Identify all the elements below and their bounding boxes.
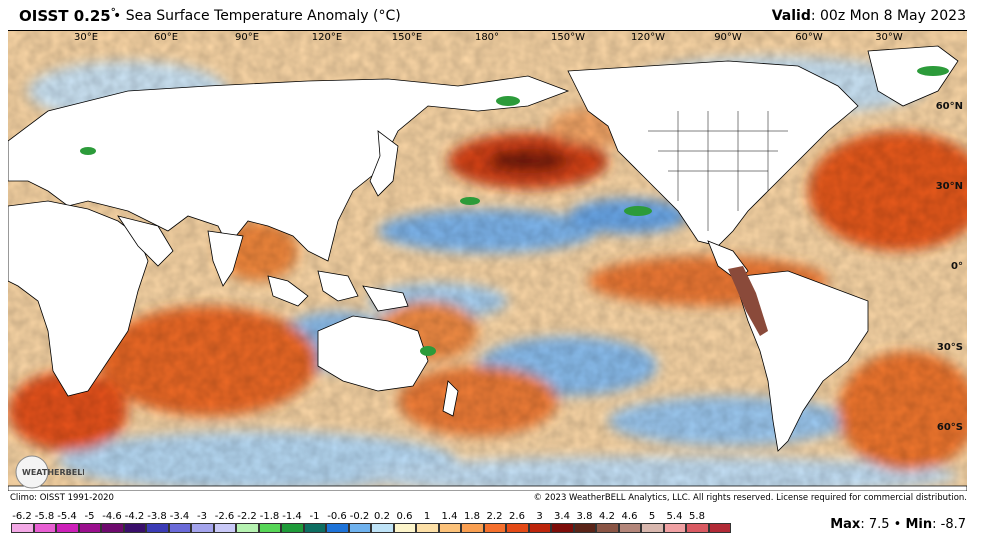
colorbar-swatch (416, 523, 439, 533)
sst-anomaly-map: 30°E 60°E 90°E 120°E 150°E 180° 150°W 12… (8, 30, 967, 491)
colorbar-tick-label: 3.8 (576, 511, 593, 522)
colorbar-swatch (168, 523, 191, 533)
state-borders (648, 111, 788, 231)
svg-text:WEATHERBELL: WEATHERBELL (22, 468, 84, 477)
landmasses (8, 45, 967, 491)
colorbar-swatch (371, 523, 394, 533)
colorbar-tick-label: 1.8 (464, 511, 480, 522)
colorbar-swatch (258, 523, 281, 533)
colorbar-swatch (281, 523, 304, 533)
colorbar-tick-label: 1 (423, 511, 431, 522)
lon-label: 120°E (311, 32, 343, 43)
colorbar-swatch (348, 523, 371, 533)
colorbar-swatch (506, 523, 529, 533)
colorbar-swatch (191, 523, 214, 533)
colorbar-swatch (11, 523, 34, 533)
colorbar-swatch (461, 523, 484, 533)
lon-label: 180° (474, 32, 500, 43)
colorbar-swatch (528, 523, 551, 533)
lon-label: 120°W (631, 32, 665, 43)
colorbar-tick-label: -2.2 (237, 511, 257, 522)
colorbar-swatch (236, 523, 259, 533)
colorbar-tick-label: 4.6 (621, 511, 638, 522)
colorbar-tick-label: -5 (84, 511, 95, 522)
colorbar-swatch (618, 523, 641, 533)
map-title: • Sea Surface Temperature Anomaly (°C) (113, 8, 401, 24)
colorbar-swatch (123, 523, 146, 533)
colorbar-swatch (686, 523, 709, 533)
colorbar-swatch (663, 523, 686, 533)
colorbar-tick-label: 5 (648, 511, 656, 522)
colorbar-tick-label: -1 (309, 511, 320, 522)
colorbar-swatch (101, 523, 124, 533)
product-title: OISST 0.25° (19, 7, 116, 25)
weatherbell-logo: WEATHERBELL (14, 454, 87, 491)
colorbar-tick-label: 5.8 (689, 511, 705, 522)
colorbar-tick-label: -5.4 (57, 511, 77, 522)
valid-time: Valid: 00z Mon 8 May 2023 (771, 8, 966, 24)
lat-label: 30°N (935, 181, 963, 192)
colorbar-tick-label: -4.2 (124, 511, 145, 522)
colorbar-tick-label: 2.6 (509, 511, 525, 522)
colorbar-swatch (303, 523, 326, 533)
colorbar-tick-label: -0.6 (327, 511, 347, 522)
lat-label: 60°S (936, 422, 963, 433)
colorbar-swatch (438, 523, 461, 533)
colorbar-swatch (483, 523, 506, 533)
colorbar-tick-label: 1.4 (441, 511, 458, 522)
lat-label: 60°N (935, 101, 963, 112)
map-canvas (8, 31, 967, 491)
colorbar-swatch (326, 523, 349, 533)
colorbar-tick-label: -3.8 (147, 511, 167, 522)
colorbar-swatch (708, 523, 731, 533)
colorbar-swatch (573, 523, 596, 533)
colorbar-tick-label: 5.4 (666, 511, 683, 522)
lon-label: 60°W (795, 32, 823, 43)
lon-label: 150°W (551, 32, 585, 43)
colorbar-swatch (56, 523, 79, 533)
climatology-note: Climo: OISST 1991-2020 (10, 493, 114, 503)
colorbar-swatch (641, 523, 664, 533)
colorbar-swatch (146, 523, 169, 533)
colorbar-tick-label: -5.8 (34, 511, 55, 522)
colorbar-swatch (596, 523, 619, 533)
lon-label: 60°E (153, 32, 179, 43)
colorbar-tick-label: -3.4 (169, 511, 190, 522)
copyright-notice: © 2023 WeatherBELL Analytics, LLC. All r… (533, 493, 967, 503)
peru-coastal-warm-anomaly (728, 266, 768, 336)
lat-label: 0° (951, 261, 963, 272)
lon-label: 90°E (234, 32, 260, 43)
lon-label: 150°E (391, 32, 423, 43)
lon-label: 30°E (73, 32, 99, 43)
colorbar-tick-label: -2.6 (214, 511, 235, 522)
lon-label: 90°W (714, 32, 742, 43)
colorbar-tick-label: -3 (197, 511, 207, 522)
colorbar-swatch (393, 523, 416, 533)
colorbar-tick-label: -1.8 (259, 511, 280, 522)
colorbar-swatch (551, 523, 574, 533)
colorbar-swatch (78, 523, 101, 533)
colorbar-tick-label: -6.2 (12, 511, 32, 522)
colorbar-swatch (33, 523, 56, 533)
cold-anomaly-spots (80, 66, 949, 356)
colorbar-tick-label: -1.4 (282, 511, 302, 522)
colorbar-tick-label: 0.2 (374, 511, 390, 522)
colorbar-tick-label: 3 (536, 511, 543, 522)
colorbar-tick-label: -0.2 (349, 511, 370, 522)
colorbar-tick-label: 2.2 (486, 511, 503, 522)
header: OISST 0.25° • Sea Surface Temperature An… (0, 0, 984, 30)
colorbar-tick-label: 0.6 (396, 511, 413, 522)
colorbar-tick-label: -4.6 (102, 511, 122, 522)
colorbar-swatch (213, 523, 236, 533)
colorbar-tick-label: 4.2 (599, 511, 615, 522)
lat-label: 30°S (936, 342, 963, 353)
colorbar-tick-label: 3.4 (554, 511, 570, 522)
max-min-readout: Max: 7.5 • Min: -8.7 (830, 517, 966, 532)
lon-label: 30°W (875, 32, 903, 43)
